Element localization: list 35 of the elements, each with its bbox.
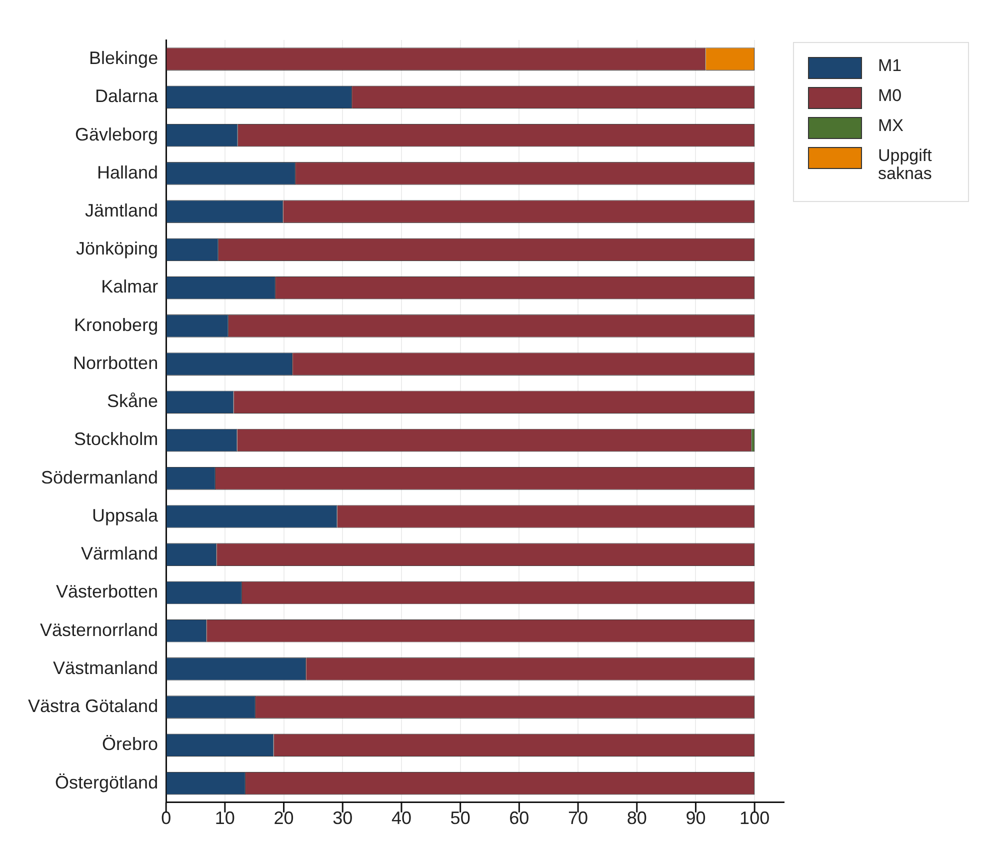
- y-tick-label: Västra Götaland: [28, 696, 158, 716]
- x-tick-label: 80: [626, 808, 647, 828]
- x-tick-label: 20: [274, 808, 294, 828]
- y-tick-label: Värmland: [81, 544, 158, 564]
- y-tick-label: Blekinge: [89, 48, 158, 68]
- x-tick-label: 0: [161, 808, 172, 828]
- y-tick-label: Halland: [97, 162, 158, 182]
- y-tick-label: Jönköping: [76, 238, 158, 259]
- y-tick-label: Västernorrland: [40, 620, 158, 640]
- x-tick-label: 40: [391, 808, 412, 828]
- y-tick-label: Örebro: [102, 734, 158, 754]
- y-tick-label: Kalmar: [101, 276, 158, 297]
- text: M0: [878, 86, 902, 105]
- x-tick-label: 100: [740, 808, 770, 828]
- y-tick-label: Södermanland: [40, 467, 158, 488]
- x-tick-label: 50: [450, 808, 470, 828]
- x-tick-label: 10: [214, 808, 235, 828]
- x-tick-label: 30: [332, 808, 353, 828]
- y-tick-label: Jämtland: [85, 200, 158, 221]
- legend-label: M1: [878, 56, 902, 75]
- y-tick-label: Västmanland: [53, 658, 158, 678]
- x-tick-label: 90: [686, 808, 706, 828]
- y-tick-label: Norrbotten: [73, 352, 158, 373]
- y-tick-label: Skåne: [107, 391, 158, 412]
- y-tick-label: Stockholm: [74, 429, 158, 450]
- x-tick-label: 70: [568, 808, 588, 828]
- y-tick-label: Uppsala: [92, 505, 160, 526]
- y-tick-label: Dalarna: [95, 86, 160, 106]
- y-tick-label: Kronoberg: [74, 314, 158, 335]
- y-tick-label: Gävleborg: [75, 124, 158, 144]
- x-tick-label: 60: [509, 808, 530, 828]
- y-tick-label: Östergötland: [55, 772, 158, 792]
- legend-label: Uppgift saknas: [878, 146, 933, 183]
- legend-label: MX: [878, 116, 904, 135]
- y-tick-label: Västerbotten: [56, 582, 158, 602]
